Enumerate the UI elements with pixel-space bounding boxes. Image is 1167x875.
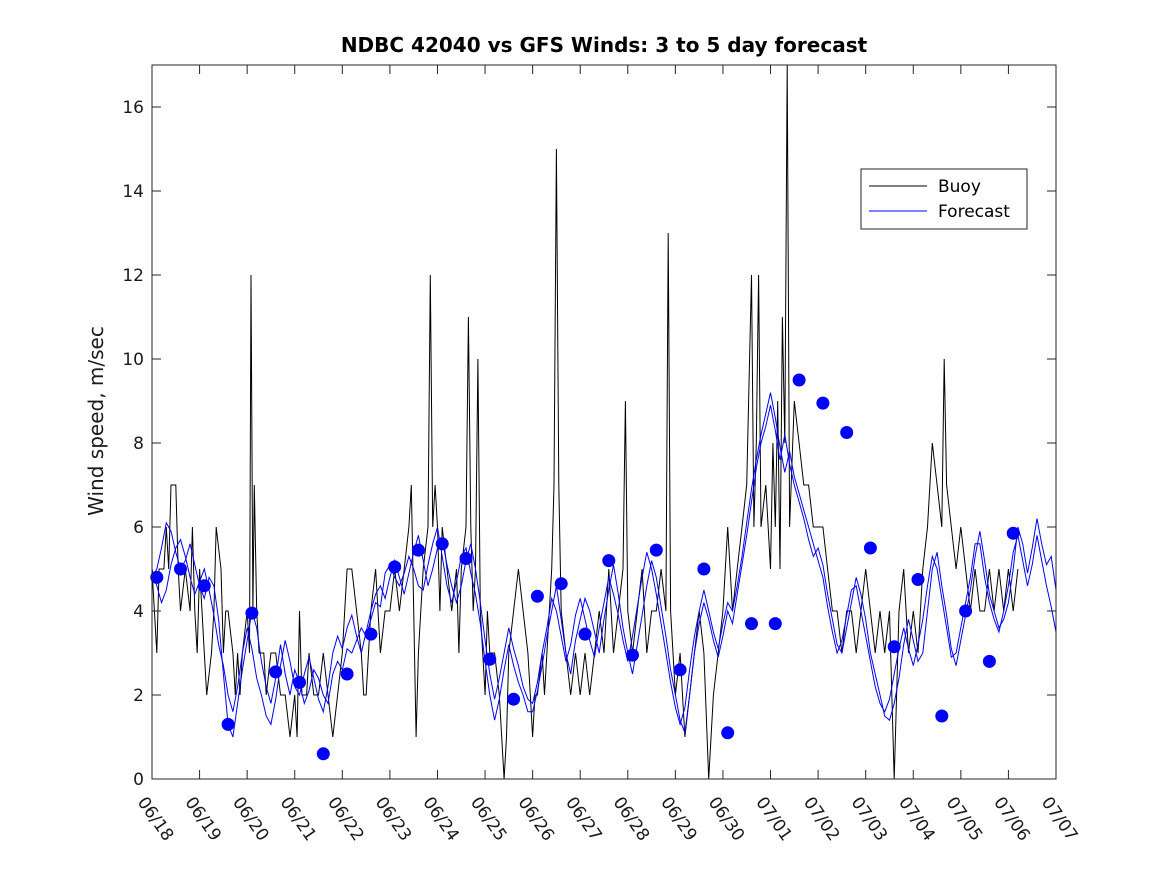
chart-title: NDBC 42040 vs GFS Winds: 3 to 5 day fore…: [341, 33, 868, 57]
forecast-point-10: [388, 560, 402, 574]
forecast-point-16: [530, 589, 544, 603]
forecast-point-15: [507, 692, 521, 706]
forecast-point-32: [911, 573, 925, 586]
forecast-point-36: [1006, 526, 1020, 540]
forecast-point-34: [959, 604, 973, 618]
y-tick-label: 8: [133, 434, 144, 454]
forecast-point-33: [935, 709, 949, 723]
legend-label-forecast: Forecast: [938, 202, 1010, 222]
forecast-point-9: [364, 627, 378, 641]
forecast-point-20: [626, 648, 639, 662]
y-tick-labels: 0 2 4 6 8 10 12 14 16: [122, 98, 144, 790]
forecast-point-1: [174, 562, 187, 576]
y-tick-label: 4: [133, 602, 144, 622]
y-tick-label: 14: [122, 182, 144, 202]
forecast-point-26: [768, 617, 782, 631]
y-tick-label: 12: [122, 266, 144, 286]
forecast-point-19: [602, 554, 616, 568]
y-tick-label: 6: [133, 518, 144, 538]
forecast-point-31: [887, 640, 901, 654]
legend-label-buoy: Buoy: [938, 177, 981, 197]
forecast-point-8: [340, 667, 354, 681]
forecast-point-5: [269, 665, 283, 679]
forecast-point-23: [697, 562, 711, 576]
legend: Buoy Forecast: [860, 168, 1028, 230]
y-tick-label: 10: [122, 350, 144, 370]
forecast-point-21: [649, 543, 663, 557]
forecast-point-18: [578, 627, 592, 641]
forecast-point-4: [245, 606, 259, 620]
forecast-point-0: [150, 570, 164, 584]
forecast-point-13: [459, 552, 473, 565]
forecast-point-25: [745, 617, 758, 631]
forecast-point-28: [816, 396, 830, 410]
y-tick-label: 0: [133, 770, 144, 790]
y-tick-label: 2: [133, 686, 144, 706]
forecast-point-14: [483, 652, 497, 666]
forecast-point-17: [554, 577, 568, 591]
forecast-point-27: [792, 373, 806, 387]
forecast-point-2: [197, 579, 211, 593]
legend-box: [860, 168, 1028, 230]
forecast-point-6: [293, 675, 306, 689]
forecast-point-22: [673, 663, 687, 677]
forecast-point-3: [221, 717, 235, 731]
forecast-point-30: [863, 541, 877, 555]
forecast-point-11: [411, 543, 425, 557]
forecast-point-7: [316, 747, 330, 761]
forecast-point-12: [435, 537, 449, 551]
y-tick-label: 16: [122, 98, 144, 118]
forecast-point-35: [982, 654, 996, 668]
axes-box: [151, 64, 1057, 780]
marker-layer: [150, 373, 1020, 761]
y-axis-label: Wind speed, m/sec: [84, 326, 108, 516]
ticks-layer: [151, 65, 1057, 780]
forecast-point-24: [721, 726, 735, 740]
forecast-point-29: [840, 426, 854, 439]
